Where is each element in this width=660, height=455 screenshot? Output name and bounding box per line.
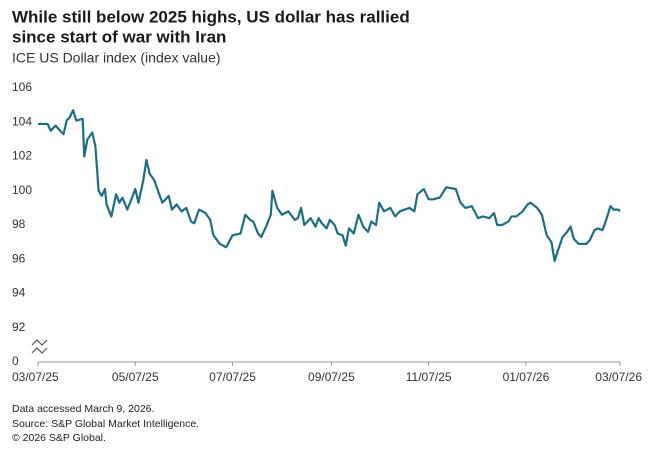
y-tick-label: 0 [12,354,19,368]
x-tick-label: 05/07/25 [112,370,159,384]
x-tick-label: 03/07/26 [595,370,642,384]
axis-break [31,339,48,354]
y-tick-label: 100 [12,183,32,197]
footnote: Source: S&P Global Market Intelligence. [12,418,199,430]
y-tick-label: 94 [12,286,26,300]
x-tick-label: 01/07/26 [503,370,550,384]
y-tick-label: 92 [12,320,26,334]
x-tick-label: 11/07/25 [406,370,452,384]
data-line [38,109,621,263]
chart-title: While still below 2025 highs, US dollar … [12,7,410,26]
footnote: Data accessed March 9, 2026. [12,403,154,415]
y-tick-label: 102 [12,149,32,163]
y-tick-label: 96 [12,251,26,265]
y-tick-label: 104 [12,114,32,128]
footnote: © 2026 S&P Global. [12,432,106,444]
x-tick-label: 07/07/25 [209,370,256,384]
y-tick-label: 106 [12,80,32,94]
y-tick-label: 98 [12,217,26,231]
x-tick-label: 03/07/25 [12,370,59,384]
chart-title: since start of war with Iran [12,27,226,46]
x-tick-label: 09/07/25 [308,370,355,384]
chart-subtitle: ICE US Dollar index (index value) [12,50,221,66]
